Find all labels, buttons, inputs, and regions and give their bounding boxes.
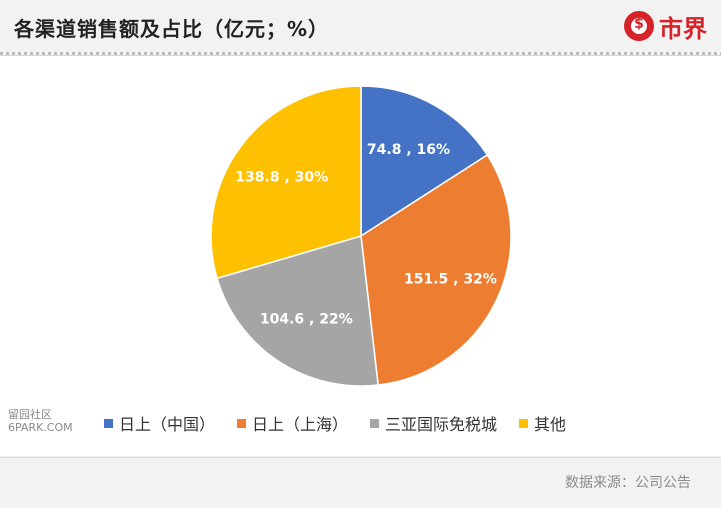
legend-label: 日上（中国） bbox=[119, 415, 216, 434]
pie-slice bbox=[210, 85, 362, 280]
legend-item: 其他 bbox=[519, 411, 566, 435]
brand-logo: 市界 bbox=[624, 6, 707, 46]
chart-legend: 日上（中国） 日上（上海） 三亚国际免税城 其他 bbox=[104, 410, 588, 436]
legend-item: 三亚国际免税城 bbox=[370, 411, 497, 435]
header: 各渠道销售额及占比（亿元；%） 市界 bbox=[0, 0, 721, 52]
watermark: 留园社区 6PARK.COM bbox=[8, 408, 73, 434]
slice-data-label: 151.5 , 32% bbox=[404, 271, 497, 287]
slice-data-label: 74.8 , 16% bbox=[367, 142, 450, 158]
pie-slice bbox=[360, 153, 512, 386]
chart-title: 各渠道销售额及占比（亿元；%） bbox=[14, 17, 330, 41]
legend-swatch bbox=[237, 418, 247, 428]
slice-data-label: 138.8 , 30% bbox=[235, 170, 328, 186]
logo-icon bbox=[624, 11, 654, 41]
legend-swatch bbox=[370, 418, 380, 428]
logo-text: 市界 bbox=[659, 14, 707, 43]
legend-item: 日上（中国） bbox=[104, 411, 215, 435]
legend-label: 日上（上海） bbox=[252, 415, 349, 434]
legend-swatch bbox=[104, 418, 113, 428]
legend-label: 其他 bbox=[534, 415, 567, 434]
pie-slice bbox=[216, 235, 379, 387]
footer-divider bbox=[0, 457, 721, 458]
legend-label: 三亚国际免税城 bbox=[385, 415, 498, 434]
watermark-line1: 留园社区 bbox=[8, 408, 52, 421]
legend-swatch bbox=[519, 418, 529, 428]
header-divider bbox=[0, 52, 721, 55]
pie-slice bbox=[360, 85, 489, 238]
legend-item: 日上（上海） bbox=[237, 411, 348, 435]
slice-data-label: 104.6 , 22% bbox=[260, 312, 353, 328]
chart-panel: 74.8 , 16% 151.5 , 32% 104.6 , 22% 138.8 , … bbox=[0, 55, 721, 456]
watermark-line2: 6PARK.COM bbox=[8, 421, 73, 434]
pie-chart: 74.8 , 16% 151.5 , 32% 104.6 , 22% 138.8 , … bbox=[210, 85, 512, 387]
source-note: 数据来源：公司公告 bbox=[565, 475, 691, 491]
